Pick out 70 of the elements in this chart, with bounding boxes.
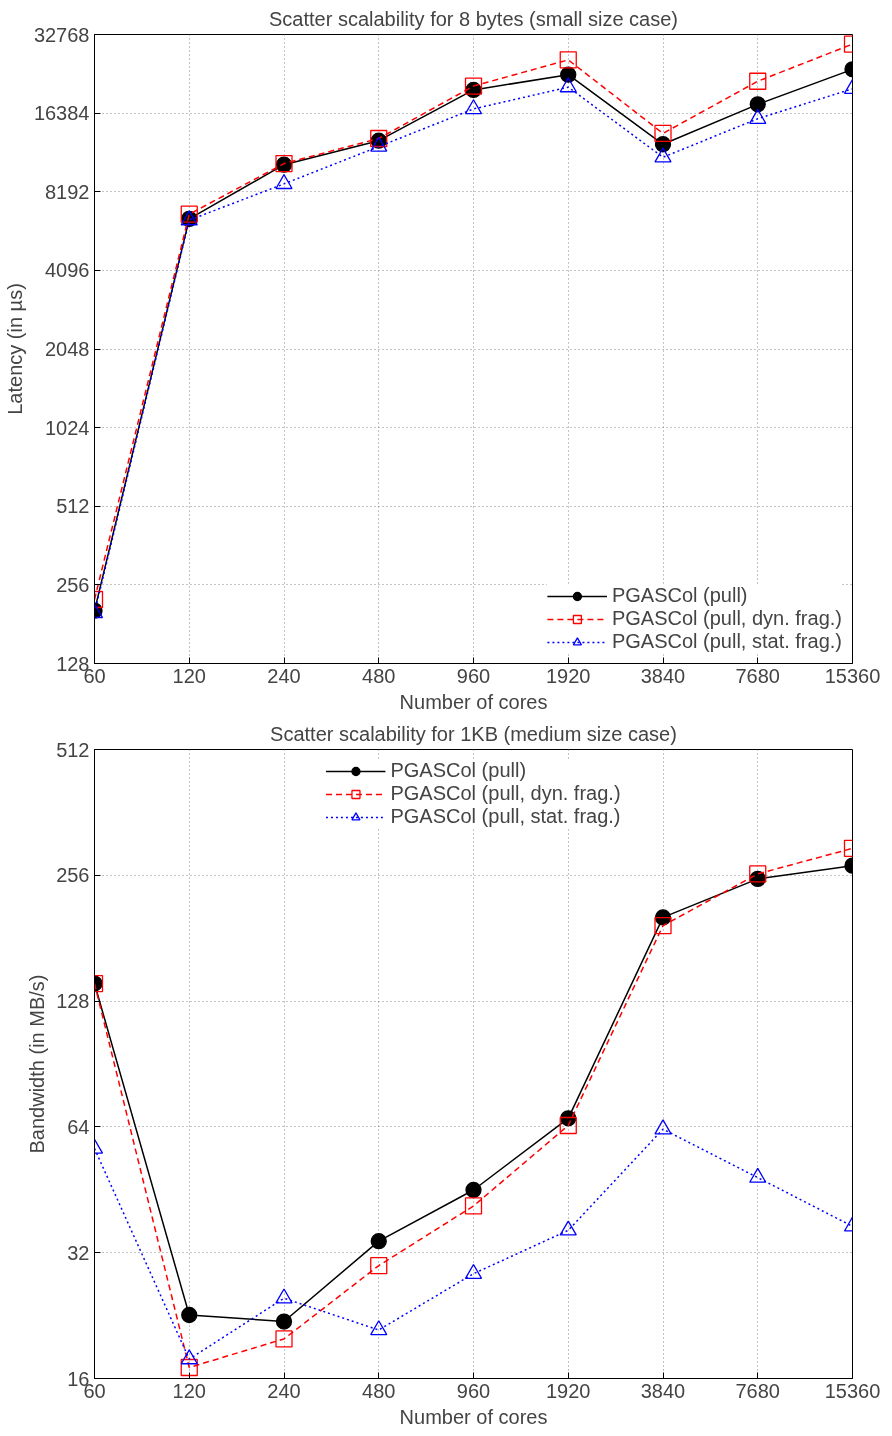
y-axis-title: Bandwidth (in MB/s) xyxy=(26,974,49,1154)
point xyxy=(180,1358,198,1377)
point xyxy=(654,147,672,163)
point xyxy=(464,99,483,115)
x-tick-label: 15360 xyxy=(824,664,881,687)
x-tick-label: 1920 xyxy=(546,664,591,687)
x-tick-label: 3840 xyxy=(640,1379,686,1402)
y-tick-label: 2048 xyxy=(45,338,90,360)
point xyxy=(370,1233,387,1250)
legend-label: PGASCol (pull, stat. frag.) xyxy=(611,630,842,653)
y-tick-label: 4096 xyxy=(45,259,90,282)
chart-title: Scatter scalability for 8 bytes (small size case) xyxy=(268,7,679,30)
point xyxy=(749,72,767,90)
y-tick-label: 256 xyxy=(56,864,90,887)
y-tick-label: 1024 xyxy=(45,416,90,439)
point xyxy=(749,96,766,113)
point xyxy=(370,136,388,152)
point xyxy=(559,77,577,93)
point xyxy=(559,1220,577,1236)
point xyxy=(275,174,293,190)
x-axis-title: Number of cores xyxy=(399,1405,548,1428)
y-tick-label: 128 xyxy=(56,990,90,1013)
point xyxy=(749,865,767,883)
y-tick-label: 512 xyxy=(56,738,90,761)
point xyxy=(464,1197,483,1215)
point xyxy=(654,916,672,935)
x-tick-label: 7680 xyxy=(735,664,780,687)
chart-title: Scatter scalability for 1KB (medium size case) xyxy=(270,722,677,745)
point xyxy=(275,1288,293,1304)
legend-label: PGASCol (pull, stat. frag.) xyxy=(390,805,621,828)
point xyxy=(465,1181,482,1199)
x-tick-label: 120 xyxy=(172,664,206,687)
x-tick-label: 15360 xyxy=(824,1379,881,1402)
x-tick-label: 1920 xyxy=(546,1379,591,1402)
point xyxy=(654,124,672,143)
point xyxy=(181,1306,198,1324)
point xyxy=(180,1349,198,1365)
x-tick-label: 120 xyxy=(172,1379,206,1402)
legend-label: PGASCol (pull) xyxy=(390,759,527,782)
x-tick-label: 240 xyxy=(267,664,301,687)
legend-label: PGASCol (pull, dyn. frag.) xyxy=(390,782,621,805)
y-axis-title: Latency (in µs) xyxy=(3,283,26,415)
y-tick-label: 32768 xyxy=(33,23,90,46)
y-tick-label: 512 xyxy=(56,495,90,518)
point xyxy=(654,1119,672,1135)
y-tick-label: 32 xyxy=(67,1241,90,1264)
x-tick-label: 480 xyxy=(362,664,396,687)
point xyxy=(464,1263,483,1279)
point xyxy=(464,77,483,95)
point xyxy=(370,1320,388,1336)
x-tick-label: 240 xyxy=(267,1379,301,1402)
point xyxy=(275,1313,293,1330)
x-tick-label: 960 xyxy=(456,664,491,687)
legend-label: PGASCol (pull) xyxy=(611,584,748,607)
y-tick-label: 8192 xyxy=(45,180,90,203)
x-tick-label: 7680 xyxy=(735,1379,780,1402)
legend-label: PGASCol (pull, dyn. frag.) xyxy=(611,607,842,630)
y-tick-label: 16384 xyxy=(33,102,90,125)
y-tick-label: 64 xyxy=(67,1115,90,1138)
x-tick-label: 480 xyxy=(362,1379,396,1402)
x-tick-label: 960 xyxy=(456,1379,491,1402)
point xyxy=(370,1256,388,1275)
point xyxy=(275,1330,293,1348)
y-tick-label: 256 xyxy=(56,573,90,596)
x-axis-title: Number of cores xyxy=(399,690,548,713)
point xyxy=(749,1167,767,1183)
point xyxy=(180,205,198,223)
point xyxy=(559,1116,577,1135)
point xyxy=(559,51,577,69)
x-tick-label: 3840 xyxy=(640,664,686,687)
